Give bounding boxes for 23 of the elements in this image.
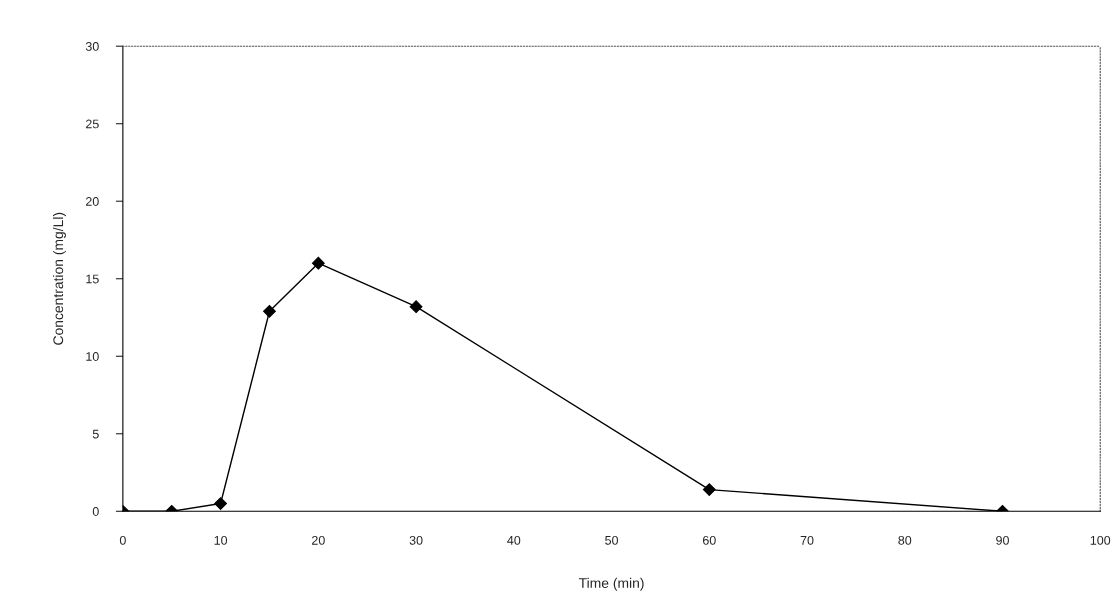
x-tick-label: 30	[409, 535, 423, 545]
x-tick-label: 0	[119, 535, 126, 545]
y-axis-title: Concentration (mg/Ll)	[52, 212, 66, 345]
x-tick-label: 50	[605, 535, 619, 545]
point	[311, 256, 325, 270]
x-axis-title: Time (min)	[578, 577, 644, 591]
x-tick-label: 10	[214, 535, 228, 545]
point	[263, 304, 276, 318]
y-tick-label: 20	[85, 197, 99, 206]
y-tick-label: 25	[85, 119, 99, 129]
x-tick-label: 70	[800, 535, 814, 545]
x-tick-label: 80	[898, 535, 912, 545]
x-tick-label: 90	[996, 535, 1009, 545]
x-tick-label: 20	[312, 535, 325, 545]
y-tick-label: 15	[86, 274, 99, 284]
y-tick-label: 30	[85, 42, 99, 51]
x-tick-label: 60	[702, 535, 716, 545]
point	[409, 300, 423, 314]
y-tick-label: 5	[92, 429, 99, 439]
x-tick-label: 100	[1090, 535, 1111, 545]
x-tick-label: 40	[507, 535, 521, 545]
y-tick-label: 10	[86, 352, 99, 361]
y-tick-label: 0	[92, 507, 99, 516]
